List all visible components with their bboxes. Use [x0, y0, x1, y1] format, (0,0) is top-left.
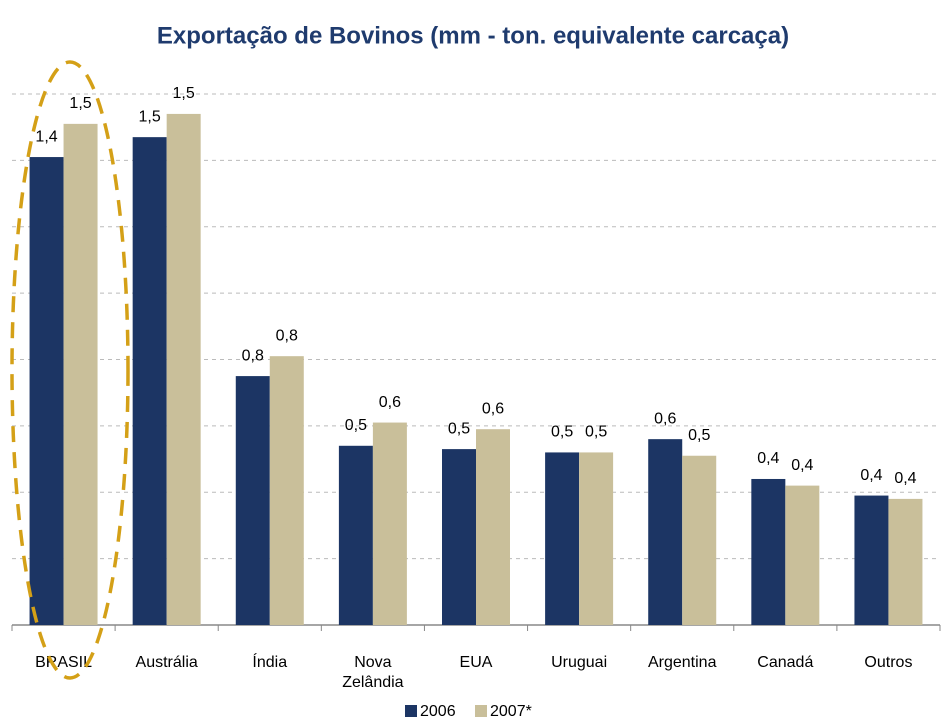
x-tick-label: Nova Zelândia: [342, 654, 403, 691]
bar: [545, 452, 580, 625]
bar: [372, 422, 407, 625]
value-label: 0,4: [757, 450, 779, 467]
chart-title: Exportação de Bovinos (mm - ton. equival…: [157, 22, 789, 49]
bar: [269, 356, 304, 625]
bar: [785, 485, 820, 625]
value-label: 1,4: [35, 128, 57, 145]
x-tick-label: Canadá: [757, 654, 813, 671]
legend-label: 2006: [420, 703, 456, 720]
x-tick-label: BRASIL: [35, 654, 92, 671]
bar: [888, 498, 923, 625]
bar: [442, 449, 476, 625]
bar: [235, 376, 270, 625]
legend-swatch: [405, 705, 417, 717]
x-tick-label: EUA: [460, 654, 493, 671]
x-tick-label-line: Nova: [354, 654, 391, 671]
bar: [166, 113, 201, 625]
value-label: 0,4: [791, 457, 813, 474]
x-tick-label: Argentina: [648, 654, 717, 671]
value-label: 0,4: [894, 470, 916, 487]
bar: [579, 452, 614, 625]
value-label: 0,8: [242, 347, 264, 364]
x-tick-label: Índia: [252, 652, 287, 671]
value-label: 0,6: [379, 394, 401, 411]
bar: [648, 439, 683, 625]
bar: [476, 429, 510, 625]
highlight-ellipse: [10, 60, 130, 680]
value-label: 0,6: [482, 400, 504, 417]
value-label: 1,5: [173, 85, 195, 102]
bar: [63, 123, 98, 626]
bar: [854, 495, 889, 625]
bar: [29, 157, 64, 625]
value-label: 0,5: [585, 424, 607, 441]
bar: [338, 445, 373, 625]
value-label: 1,5: [139, 108, 161, 125]
bar: [751, 478, 786, 625]
bar: [682, 455, 717, 625]
x-tick-label: Outros: [864, 654, 912, 671]
value-label: 1,5: [69, 95, 91, 112]
value-label: 0,8: [276, 327, 298, 344]
x-tick-label: Uruguai: [551, 654, 607, 671]
legend-swatch: [475, 705, 487, 717]
x-tick-label: Austrália: [136, 654, 198, 671]
bar: [132, 137, 167, 626]
value-label: 0,5: [345, 417, 367, 434]
value-label: 0,6: [654, 410, 676, 427]
legend-label: 2007*: [490, 703, 532, 720]
value-label: 0,4: [860, 467, 882, 484]
value-label: 0,5: [551, 424, 573, 441]
value-label: 0,5: [448, 420, 470, 437]
x-tick-label-line: Zelândia: [342, 674, 403, 691]
value-label: 0,5: [688, 427, 710, 444]
